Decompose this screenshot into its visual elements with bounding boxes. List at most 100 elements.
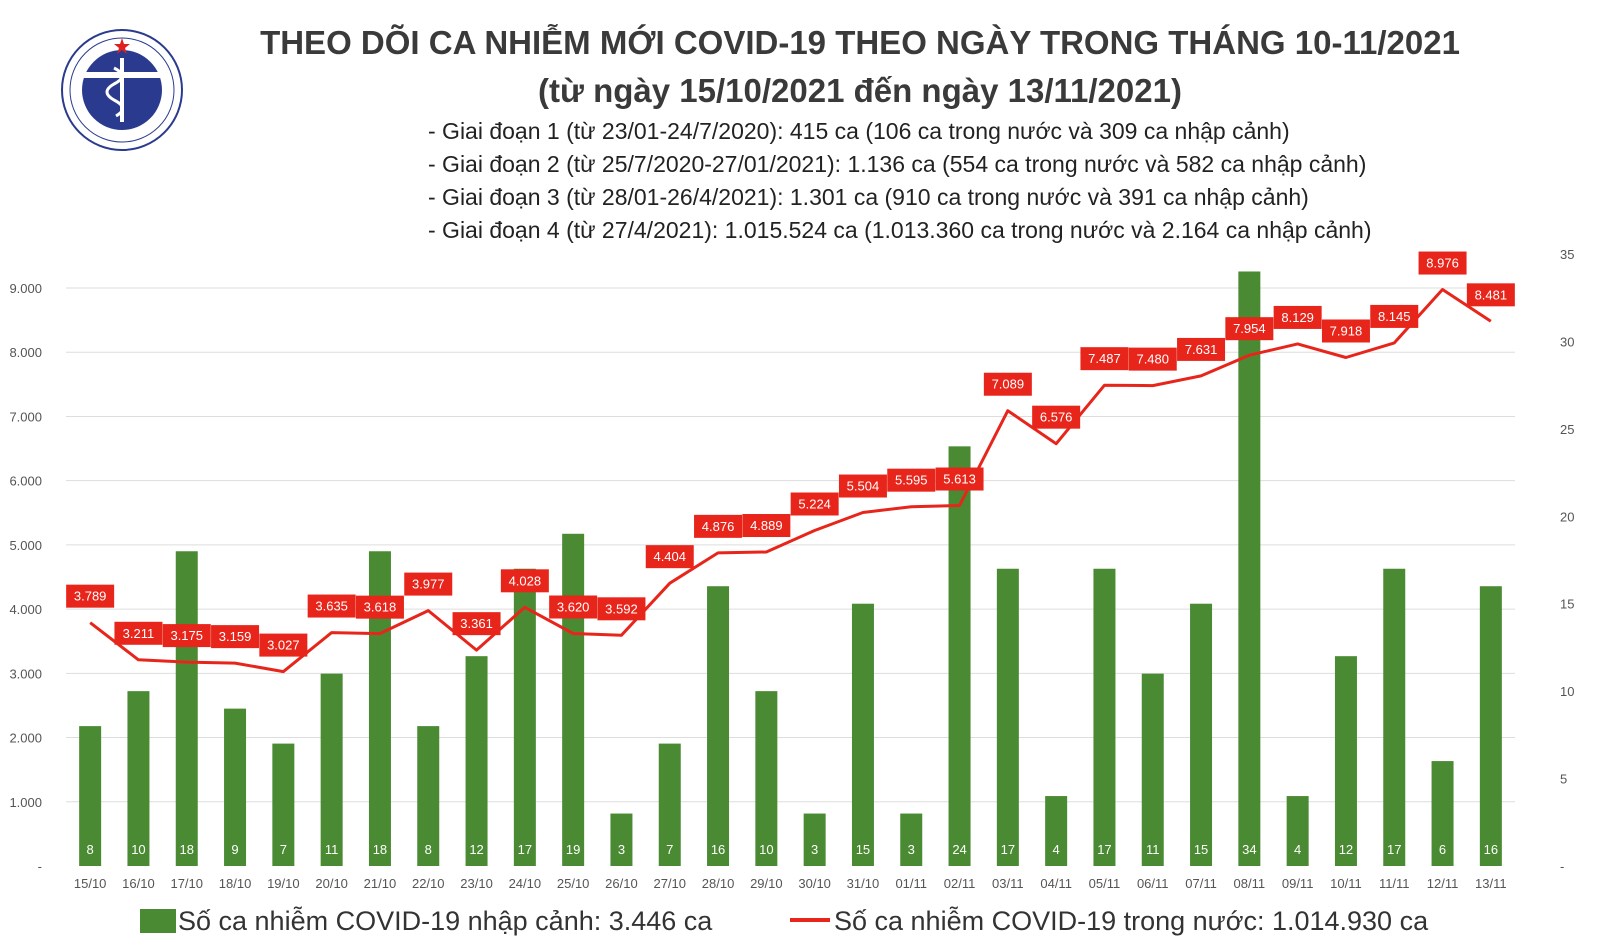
line-label-box — [1418, 251, 1467, 275]
line-label-box — [211, 625, 260, 649]
x-tick-label: 23/10 — [460, 876, 493, 891]
bar-value-label: 17 — [1097, 842, 1111, 857]
line-label-box — [162, 624, 211, 648]
line-label-box — [1128, 347, 1177, 371]
bar — [417, 726, 440, 866]
line-value-label: 3.159 — [219, 629, 252, 644]
line-label-box — [1370, 304, 1419, 328]
line-label-box — [742, 514, 791, 538]
line-value-label: 4.876 — [702, 519, 735, 534]
x-tick-label: 27/10 — [653, 876, 686, 891]
x-tick-label: 10/11 — [1330, 876, 1362, 891]
stage-1-summary: - Giai đoạn 1 (từ 23/01-24/7/2020): 415 … — [428, 118, 1290, 144]
line-value-label: 7.089 — [992, 377, 1025, 392]
x-tick-label: 02/11 — [944, 876, 976, 891]
bar-value-label: 17 — [1387, 842, 1401, 857]
line-value-label: 3.175 — [170, 628, 203, 643]
y-right-tick-label: 15 — [1560, 597, 1574, 612]
bar — [1093, 568, 1116, 866]
line-value-label: 7.487 — [1088, 351, 1121, 366]
bar-value-label: 16 — [1484, 842, 1498, 857]
y-right-tick-label: 30 — [1560, 334, 1574, 349]
x-tick-label: 22/10 — [412, 876, 445, 891]
bar — [803, 813, 826, 866]
bar-value-label: 24 — [952, 842, 966, 857]
y-left-tick-label: 7.000 — [9, 409, 42, 424]
bar-value-label: 3 — [618, 842, 625, 857]
line-label-box — [1273, 305, 1322, 329]
bar — [996, 568, 1019, 866]
bar — [1190, 603, 1213, 866]
x-tick-label: 09/11 — [1282, 876, 1314, 891]
line-value-label: 3.211 — [123, 626, 155, 641]
legend-bar-label: Số ca nhiễm COVID-19 nhập cảnh: 3.446 ca — [178, 906, 713, 936]
domestic-cases-line — [89, 288, 1492, 674]
line-value-label: 3.027 — [267, 638, 300, 653]
y-left-tick-label: 4.000 — [9, 602, 42, 617]
line-label-box — [887, 468, 936, 492]
bar — [320, 673, 343, 866]
x-tick-label: 05/11 — [1089, 876, 1121, 891]
bar-value-label: 7 — [666, 842, 673, 857]
line-label-box — [1321, 319, 1370, 343]
y-left-tick-label: 6.000 — [9, 474, 42, 489]
line-label-box — [1080, 347, 1129, 371]
line-label-box — [1177, 337, 1226, 361]
bar-value-label: 12 — [469, 842, 483, 857]
y-right-tick-label: 20 — [1560, 509, 1574, 524]
line-label-box — [935, 467, 984, 491]
line-label-box — [694, 514, 743, 538]
line-value-label: 5.595 — [895, 473, 928, 488]
bar — [1383, 568, 1406, 866]
line-label-box — [1466, 283, 1515, 307]
bar-value-label: 17 — [1001, 842, 1015, 857]
line-value-label: 5.224 — [798, 497, 831, 512]
x-tick-label: 24/10 — [509, 876, 542, 891]
bar-value-label: 15 — [1194, 842, 1208, 857]
bar-value-label: 8 — [87, 842, 94, 857]
line-label-box — [259, 633, 308, 657]
y-right-tick-label: 10 — [1560, 684, 1574, 699]
bar-value-label: 8 — [425, 842, 432, 857]
chart-subtitle: (từ ngày 15/10/2021 đến ngày 13/11/2021) — [538, 72, 1182, 109]
bar-value-label: 6 — [1439, 842, 1446, 857]
x-tick-label: 18/10 — [219, 876, 252, 891]
line-label-box — [307, 594, 356, 618]
line-label-box — [404, 572, 453, 596]
line-value-label: 3.592 — [605, 601, 638, 616]
bar-value-label: 17 — [518, 842, 532, 857]
line-label-box — [549, 595, 598, 619]
y-right-tick-label: 25 — [1560, 422, 1574, 437]
x-tick-label: 31/10 — [847, 876, 880, 891]
line-label-box — [1032, 405, 1081, 429]
x-tick-label: 15/10 — [74, 876, 107, 891]
bar — [562, 533, 585, 866]
line-value-label: 3.977 — [412, 577, 445, 592]
line-value-label: 8.976 — [1426, 256, 1459, 271]
bar-value-label: 12 — [1339, 842, 1353, 857]
bar — [755, 691, 778, 866]
bar — [127, 691, 150, 866]
line-value-label: 4.404 — [653, 549, 686, 564]
ministry-of-health-logo — [61, 29, 183, 151]
x-tick-label: 03/11 — [992, 876, 1024, 891]
bar — [1431, 761, 1454, 866]
y-left-tick-label: - — [38, 859, 42, 874]
bar — [948, 446, 971, 866]
x-tick-label: 13/11 — [1475, 876, 1507, 891]
bar-value-label: 3 — [811, 842, 818, 857]
bar — [1479, 586, 1502, 866]
line-value-label: 7.631 — [1185, 342, 1218, 357]
bar — [1286, 796, 1309, 866]
line-label-box — [983, 372, 1032, 396]
bar-value-label: 11 — [325, 842, 339, 857]
bar — [1334, 656, 1357, 866]
y-right-tick-label: 5 — [1560, 772, 1567, 787]
x-tick-label: 30/10 — [798, 876, 831, 891]
line-label-box — [838, 474, 887, 498]
chart-title: THEO DÕI CA NHIỄM MỚI COVID-19 THEO NGÀY… — [260, 24, 1460, 61]
x-tick-label: 29/10 — [750, 876, 783, 891]
legend-bar-swatch — [140, 909, 176, 933]
line-value-label: 4.028 — [509, 573, 542, 588]
line-value-label: 3.635 — [315, 599, 348, 614]
